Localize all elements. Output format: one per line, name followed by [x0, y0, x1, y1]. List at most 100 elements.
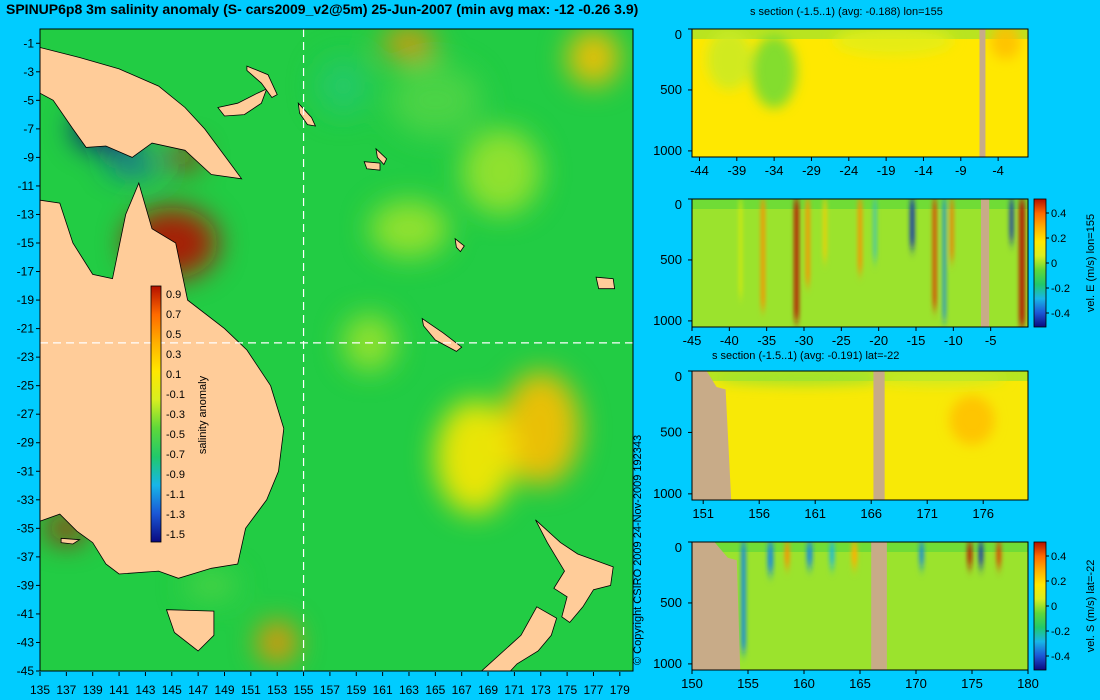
salinity-section-lat-22: 0 500 1000 151 156 161 166 171 176	[653, 369, 1029, 521]
x-tick-label: 161	[373, 683, 393, 697]
colorbar-strip	[1033, 198, 1047, 328]
y-tick-label: 1000	[653, 143, 682, 158]
x-tick-label: -20	[869, 333, 888, 348]
y-tick-label: -19	[17, 293, 35, 307]
velocity-streak	[739, 199, 742, 297]
colorbar-strip	[1033, 541, 1047, 671]
section-patch	[949, 395, 995, 445]
section-patch	[706, 29, 752, 90]
y-tick-label: -21	[17, 322, 35, 336]
x-tick-label: 163	[399, 683, 419, 697]
land-kangaroo-is	[60, 537, 81, 545]
x-tick-label: 150	[681, 676, 703, 691]
y-tick-label: -37	[17, 550, 35, 564]
y-tick-label: -33	[17, 493, 35, 507]
x-tick-label: 177	[583, 683, 603, 697]
y-tick-label: -35	[17, 521, 35, 535]
x-tick-label: -24	[839, 163, 858, 178]
x-tick-label: 161	[804, 506, 826, 521]
y-tick-label: -15	[17, 236, 35, 250]
velocity-streak	[741, 542, 746, 652]
velocity-streak	[767, 542, 774, 573]
x-tick-label: -34	[765, 163, 784, 178]
y-tick-label: -9	[23, 150, 34, 164]
x-tick-label: 160	[793, 676, 815, 691]
anomaly-patch	[389, 64, 482, 136]
colorbar-tick-label: 0.2	[1051, 233, 1066, 245]
y-tick-label: 500	[660, 424, 682, 439]
x-tick-label: 151	[241, 683, 261, 697]
island-band	[979, 29, 986, 157]
colorbar-tick-label: -0.2	[1051, 283, 1070, 295]
velocity-streak	[761, 199, 765, 309]
land-new-caledonia	[421, 317, 463, 352]
velocity-streak	[932, 199, 937, 309]
velocity-streak	[996, 542, 1002, 567]
x-tick-label: -5	[985, 333, 997, 348]
x-tick-label: 166	[860, 506, 882, 521]
x-tick-label: -35	[757, 333, 776, 348]
colorbar-tick-label: -0.4	[1051, 651, 1070, 663]
velocity-streak	[794, 199, 799, 321]
anomaly-patch	[435, 399, 515, 515]
x-tick-label: 137	[56, 683, 76, 697]
x-tick-label: -9	[955, 163, 967, 178]
anomaly-patch	[316, 57, 370, 115]
colorbar-tick-label: 0.1	[166, 369, 181, 381]
y-tick-label: 0	[675, 369, 682, 384]
colorbar-tick-label: 0.4	[1051, 208, 1066, 220]
x-tick-label: 167	[452, 683, 472, 697]
x-tick-label: 180	[1017, 676, 1039, 691]
y-tick-label: 0	[675, 27, 682, 42]
panel3-title: s section (-1.5..1) (avg: -0.191) lat=-2…	[712, 350, 900, 362]
x-tick-label: 179	[610, 683, 630, 697]
land-australia	[40, 181, 285, 579]
colorbar-tick-label: -1.5	[166, 529, 185, 541]
anomaly-patch	[382, 29, 436, 58]
section-patch	[871, 371, 1006, 386]
x-tick-label: -40	[720, 333, 739, 348]
x-tick-label: 171	[504, 683, 524, 697]
vel-e-colorbar: 0.4 0.2 0 -0.2 -0.4 vel. E (m/s) lon=155	[1033, 198, 1097, 328]
land-malaita	[375, 147, 388, 166]
section-patch	[751, 35, 797, 109]
colorbar-label: vel. S (m/s) lat=-22	[1085, 560, 1097, 653]
y-tick-label: -11	[18, 179, 35, 193]
colorbar-tick-label: -0.2	[1051, 626, 1070, 638]
y-tick-label: -17	[17, 265, 35, 279]
y-tick-label: -31	[17, 464, 35, 478]
land-nz-north	[535, 519, 614, 624]
velocity-streak	[851, 542, 858, 567]
x-tick-label: 139	[83, 683, 103, 697]
colorbar-strip	[150, 285, 162, 543]
y-tick-label: 500	[660, 82, 682, 97]
colorbar-tick-label: 0.7	[166, 309, 181, 321]
velocity-streak	[1009, 199, 1014, 242]
y-tick-label: 500	[660, 252, 682, 267]
panel1-title: s section (-1.5..1) (avg: -0.188) lon=15…	[750, 6, 943, 18]
y-tick-label: -13	[17, 207, 35, 221]
x-tick-label: 170	[905, 676, 927, 691]
land-nz-south	[480, 606, 558, 671]
y-tick-label: -25	[17, 379, 35, 393]
section-patch	[990, 29, 1021, 60]
colorbar-tick-label: -0.3	[166, 409, 185, 421]
velocity-streak	[873, 199, 877, 260]
y-tick-label: -45	[17, 664, 35, 678]
colorbar-tick-label: -0.5	[166, 429, 185, 441]
x-tick-label: 173	[531, 683, 551, 697]
land-vanuatu-santo	[454, 237, 465, 253]
x-tick-label: 165	[849, 676, 871, 691]
y-tick-label: -5	[23, 93, 34, 107]
island-band	[873, 371, 885, 500]
x-tick-label: 147	[188, 683, 208, 697]
land-new-ireland	[246, 65, 278, 99]
y-tick-label: -3	[23, 65, 34, 79]
x-tick-label: 153	[267, 683, 287, 697]
velocity-streak	[967, 542, 972, 567]
velocity-streak	[823, 199, 827, 260]
y-tick-label: -7	[23, 122, 34, 136]
x-tick-label: 157	[320, 683, 340, 697]
colorbar-tick-label: 0.4	[1051, 551, 1066, 563]
island-band	[871, 542, 887, 670]
